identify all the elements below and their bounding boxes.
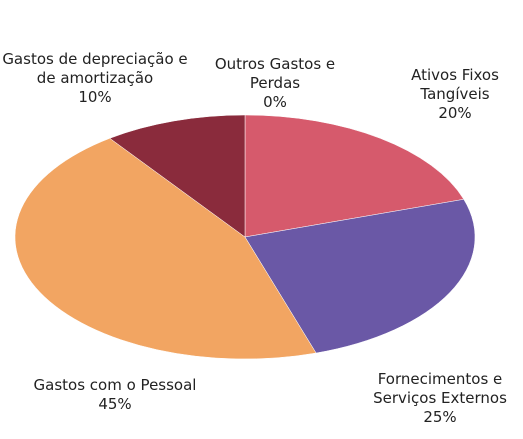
slice-label: Fornecimentos e Serviços Externos 25% [355,370,523,427]
value-label: 45% [98,395,132,413]
slice-label: Gastos de depreciação e de amortização 10… [0,50,190,107]
slice-label: Ativos Fixos Tangíveis 20% [385,66,523,123]
value-label: 0% [263,93,287,111]
category-label: Outros Gastos e Perdas [214,55,336,92]
category-label: Ativos Fixos Tangíveis [411,66,499,103]
pie-slice [244,114,465,238]
pie-slice [109,114,246,238]
pie-slice [14,138,317,360]
category-label: Gastos com o Pessoal [33,376,197,394]
pie-slice [244,199,476,354]
slice-label: Gastos com o Pessoal 45% [0,376,230,414]
category-label: Fornecimentos e Serviços Externos [373,370,507,407]
value-label: 10% [78,88,112,106]
category-label: Gastos de depreciação e de amortização [2,50,188,87]
value-label: 25% [423,408,457,426]
value-label: 20% [438,104,472,122]
slice-label: Outros Gastos e Perdas 0% [200,55,350,112]
